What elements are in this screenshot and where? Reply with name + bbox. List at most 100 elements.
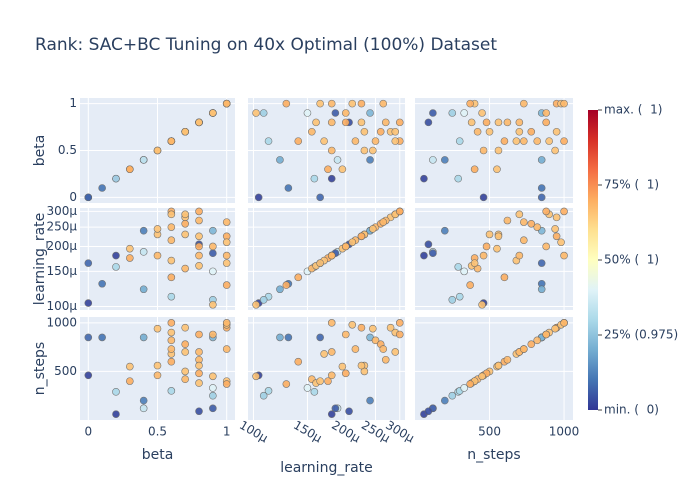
point: [181, 323, 189, 332]
point: [533, 336, 542, 345]
point: [209, 242, 217, 251]
point: [552, 127, 561, 136]
point: [308, 127, 316, 136]
point: [153, 361, 162, 370]
point: [551, 324, 559, 333]
point: [341, 242, 350, 251]
x-axis-label: beta: [142, 447, 174, 463]
point: [348, 320, 357, 329]
point: [195, 232, 203, 241]
point: [551, 146, 559, 155]
point: [542, 242, 550, 251]
point: [112, 174, 120, 183]
point: [470, 259, 479, 267]
point: [181, 230, 189, 239]
point: [454, 263, 463, 271]
point: [537, 184, 546, 192]
point: [112, 251, 120, 260]
x-tick-label: 1000: [549, 425, 580, 439]
point: [284, 184, 293, 192]
point: [424, 240, 433, 249]
colorbar-tick-label: min. ( 0): [604, 403, 659, 417]
point: [282, 380, 291, 388]
point: [395, 330, 404, 339]
point: [316, 99, 324, 108]
point: [560, 319, 568, 327]
point: [527, 340, 536, 349]
point: [520, 345, 528, 353]
point: [181, 219, 189, 228]
point: [209, 330, 217, 339]
point: [195, 251, 203, 260]
point: [448, 296, 457, 304]
point: [181, 367, 189, 376]
point: [327, 371, 336, 380]
point: [557, 238, 565, 247]
point: [494, 232, 503, 241]
point: [379, 218, 388, 226]
point: [537, 285, 546, 294]
point: [551, 225, 559, 233]
point: [478, 372, 486, 381]
point: [84, 193, 93, 202]
point: [460, 384, 468, 392]
point: [542, 330, 550, 339]
point: [470, 165, 479, 174]
point: [254, 193, 263, 202]
point: [209, 249, 217, 258]
y-tick-label: 1000: [46, 315, 77, 329]
plot-background: [248, 317, 405, 420]
point: [345, 407, 353, 416]
point: [276, 333, 284, 342]
point: [222, 319, 231, 327]
point: [441, 396, 449, 405]
point: [386, 323, 395, 332]
point: [333, 156, 342, 164]
point: [195, 379, 203, 387]
point: [259, 109, 268, 117]
point: [303, 109, 312, 117]
point: [153, 251, 162, 260]
point: [195, 369, 203, 378]
point: [112, 263, 120, 271]
point: [282, 99, 291, 108]
point: [181, 340, 189, 349]
y-tick-label: 0: [69, 190, 77, 204]
point: [139, 396, 148, 405]
point: [351, 137, 360, 145]
point: [167, 273, 176, 282]
point: [167, 236, 176, 245]
point: [126, 377, 134, 385]
y-tick-label: 500: [54, 364, 77, 378]
point: [482, 242, 491, 251]
point: [494, 146, 503, 155]
point: [282, 281, 291, 289]
point: [560, 251, 568, 260]
point: [503, 216, 512, 225]
point: [338, 362, 347, 371]
colorbar-tick-label: 75% ( 1): [604, 178, 659, 192]
point: [153, 371, 162, 380]
point: [222, 238, 231, 247]
point: [500, 137, 509, 145]
point: [222, 281, 231, 289]
point: [316, 333, 324, 342]
point: [112, 410, 120, 418]
point: [276, 285, 284, 294]
point: [153, 146, 162, 155]
x-axis-label: n_steps: [467, 447, 520, 463]
chart-title: Rank: SAC+BC Tuning on 40x Optimal (100%…: [35, 35, 497, 55]
point: [533, 223, 542, 231]
point: [560, 137, 568, 145]
point: [503, 118, 512, 127]
point: [294, 357, 303, 366]
point: [515, 251, 524, 260]
point: [167, 137, 176, 145]
point: [391, 348, 400, 356]
point: [360, 146, 369, 155]
point: [252, 372, 260, 381]
point: [222, 99, 231, 108]
point: [222, 218, 231, 226]
x-tick-label: 0.5: [148, 425, 167, 439]
point: [348, 238, 357, 247]
